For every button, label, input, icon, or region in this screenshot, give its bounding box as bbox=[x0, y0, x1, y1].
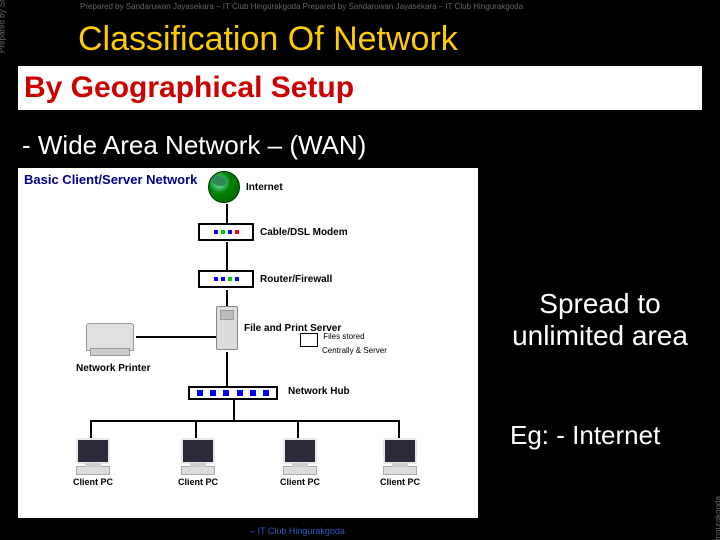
client-pc: Client PC bbox=[380, 438, 420, 487]
wire bbox=[226, 204, 228, 224]
modem-label: Cable/DSL Modem bbox=[260, 227, 348, 238]
pc-label: Client PC bbox=[178, 477, 218, 487]
example-text: Eg: - Internet bbox=[510, 420, 660, 451]
hub-label: Network Hub bbox=[288, 386, 350, 397]
body-text: - Wide Area Network – (WAN) bbox=[22, 130, 366, 161]
callout-text: Spread to unlimited area bbox=[510, 288, 690, 352]
hub-icon bbox=[188, 386, 278, 400]
router-label: Router/Firewall bbox=[260, 274, 332, 285]
wire bbox=[297, 420, 299, 438]
pc-label: Client PC bbox=[73, 477, 113, 487]
pc-box-icon bbox=[181, 466, 215, 475]
router-icon bbox=[198, 270, 254, 288]
client-pc: Client PC bbox=[73, 438, 113, 487]
watermark-left: Prepared by Sandaruwan Jayasekara – IT C… bbox=[0, 0, 7, 53]
modem-node: Cable/DSL Modem bbox=[198, 223, 348, 241]
watermark-bottom: – IT Club Hingurakgoda bbox=[250, 526, 345, 536]
client-pc: Client PC bbox=[178, 438, 218, 487]
pc-label: Client PC bbox=[280, 477, 320, 487]
wire bbox=[90, 420, 92, 438]
monitor-icon bbox=[76, 438, 110, 464]
wire bbox=[226, 242, 228, 270]
printer-label: Network Printer bbox=[76, 363, 150, 374]
wire bbox=[90, 420, 400, 422]
internet-node: Internet bbox=[208, 171, 283, 203]
wire bbox=[226, 352, 228, 386]
wire bbox=[233, 400, 235, 420]
slide-title: Classification Of Network bbox=[78, 20, 458, 59]
wire bbox=[195, 420, 197, 438]
pc-box-icon bbox=[76, 466, 110, 475]
files-note: Files stored Centrally & Server bbox=[300, 333, 387, 355]
monitor-icon bbox=[181, 438, 215, 464]
watermark-top: Prepared by Sandaruwan Jayasekara – IT C… bbox=[80, 2, 523, 11]
monitor-icon bbox=[283, 438, 317, 464]
internet-label: Internet bbox=[246, 182, 283, 193]
modem-icon bbox=[198, 223, 254, 241]
wire bbox=[136, 336, 216, 338]
slide-subtitle: By Geographical Setup bbox=[24, 71, 354, 105]
network-diagram: Basic Client/Server Network Internet Cab… bbox=[18, 168, 478, 518]
printer-icon bbox=[86, 323, 134, 351]
wire bbox=[398, 420, 400, 438]
client-pc: Client PC bbox=[280, 438, 320, 487]
pc-label: Client PC bbox=[380, 477, 420, 487]
watermark-right: Prepared by Sandaruwan Jayasekara – IT C… bbox=[714, 496, 720, 540]
diagram-title: Basic Client/Server Network bbox=[24, 172, 197, 187]
pc-box-icon bbox=[283, 466, 317, 475]
router-node: Router/Firewall bbox=[198, 270, 332, 288]
pc-box-icon bbox=[383, 466, 417, 475]
monitor-icon bbox=[383, 438, 417, 464]
subtitle-bar: By Geographical Setup bbox=[18, 66, 702, 110]
globe-icon bbox=[208, 171, 240, 203]
server-icon bbox=[216, 306, 238, 350]
